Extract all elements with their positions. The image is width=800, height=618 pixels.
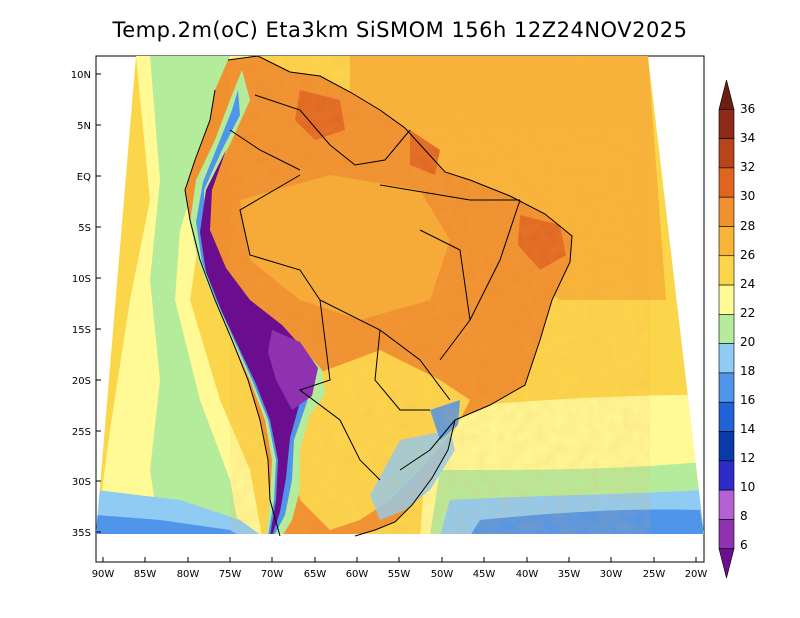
- colorbar-swatch: [718, 138, 735, 169]
- colorbar-label: 14: [740, 422, 755, 436]
- colorbar-swatch: [718, 460, 735, 491]
- lat-tick-label: 10N: [71, 70, 91, 81]
- longitude-axis: 90W 85W 80W 75W 70W 65W 60W 55W 50W 45W …: [92, 557, 708, 580]
- lon-tick-label: 40W: [516, 569, 539, 580]
- lon-tick-label: 30W: [600, 569, 623, 580]
- lon-tick-label: 60W: [346, 569, 369, 580]
- lat-tick-label: 10S: [72, 274, 91, 285]
- lon-tick-label: 75W: [219, 569, 242, 580]
- lon-tick-label: 85W: [134, 569, 157, 580]
- atlantic-coastline: [227, 55, 573, 537]
- pacific-mild: [96, 56, 262, 534]
- lat-tick-label: 15S: [72, 325, 91, 336]
- colorbar-label: 18: [740, 364, 755, 378]
- lon-tick-label: 55W: [388, 569, 411, 580]
- lat-tick-label: 25S: [72, 427, 91, 438]
- lat-tick-label: 5S: [78, 223, 91, 234]
- lon-tick-label: 65W: [304, 569, 327, 580]
- colorbar-swatch: [718, 343, 735, 374]
- colorbar-label: 24: [740, 277, 755, 291]
- colorbar-swatch: [718, 167, 735, 198]
- colorbar-swatch: [718, 79, 735, 110]
- colorbar-label: 22: [740, 306, 755, 320]
- temperature-field: [96, 56, 704, 534]
- colorbar-swatch: [718, 401, 735, 432]
- lon-tick-label: 80W: [177, 569, 200, 580]
- lat-tick-label: 30S: [72, 477, 91, 488]
- colorbar-label: 26: [740, 248, 755, 262]
- lat-tick-label: EQ: [77, 172, 91, 183]
- colorbar-swatch: [718, 372, 735, 403]
- colorbar-swatch: [718, 489, 735, 520]
- latitude-axis: 10N 5N EQ 5S 10S 15S 20S 25S 30S 35S: [71, 70, 101, 539]
- lon-tick-label: 70W: [261, 569, 284, 580]
- colorbar-swatch: [718, 255, 735, 286]
- pacific-cool: [150, 56, 240, 534]
- lon-tick-label: 45W: [473, 569, 496, 580]
- colorbar-label: 16: [740, 393, 755, 407]
- lat-tick-label: 5N: [77, 121, 91, 132]
- lon-tick-label: 35W: [558, 569, 581, 580]
- lat-tick-label: 20S: [72, 376, 91, 387]
- boundaries: [184, 55, 573, 537]
- colorbar-swatch: [718, 314, 735, 344]
- colorbar-swatches: [718, 79, 735, 579]
- colorbar-swatch: [718, 284, 735, 315]
- lon-tick-label: 20W: [685, 569, 708, 580]
- colorbar-swatch: [718, 226, 735, 257]
- colorbar-label: 10: [740, 480, 755, 494]
- colorbar-swatch: [718, 548, 735, 579]
- pacific-colder-south: [96, 515, 240, 534]
- colorbar-swatch: [718, 196, 735, 227]
- altiplano: [268, 330, 318, 410]
- colorbar-label: 28: [740, 219, 755, 233]
- political-borders: [229, 94, 521, 481]
- colorbar-label: 6: [740, 538, 748, 552]
- lon-tick-label: 50W: [431, 569, 454, 580]
- colorbar-label: 30: [740, 189, 755, 203]
- lon-tick-label: 90W: [92, 569, 115, 580]
- colorbar-swatch: [718, 431, 735, 462]
- map-title: Temp.2m(oC) Eta3km SiSMOM 156h 12Z24NOV2…: [112, 18, 688, 42]
- colorbar-label: 32: [740, 160, 755, 174]
- colorbar-label: 36: [740, 102, 755, 116]
- lat-tick-label: 35S: [72, 528, 91, 539]
- pacific-coastline: [184, 89, 281, 537]
- lon-tick-label: 25W: [643, 569, 666, 580]
- colorbar-swatch: [718, 519, 735, 550]
- andes-cold-core: [200, 150, 310, 534]
- colorbar-label: 34: [740, 131, 755, 145]
- colorbar-label: 20: [740, 335, 755, 349]
- colorbar-label: 8: [740, 509, 748, 523]
- colorbar: 36 34 32 30 28 26 24 22 20 18 16 14 12 1…: [718, 79, 755, 579]
- colorbar-label: 12: [740, 451, 755, 465]
- colorbar-swatch: [718, 108, 735, 139]
